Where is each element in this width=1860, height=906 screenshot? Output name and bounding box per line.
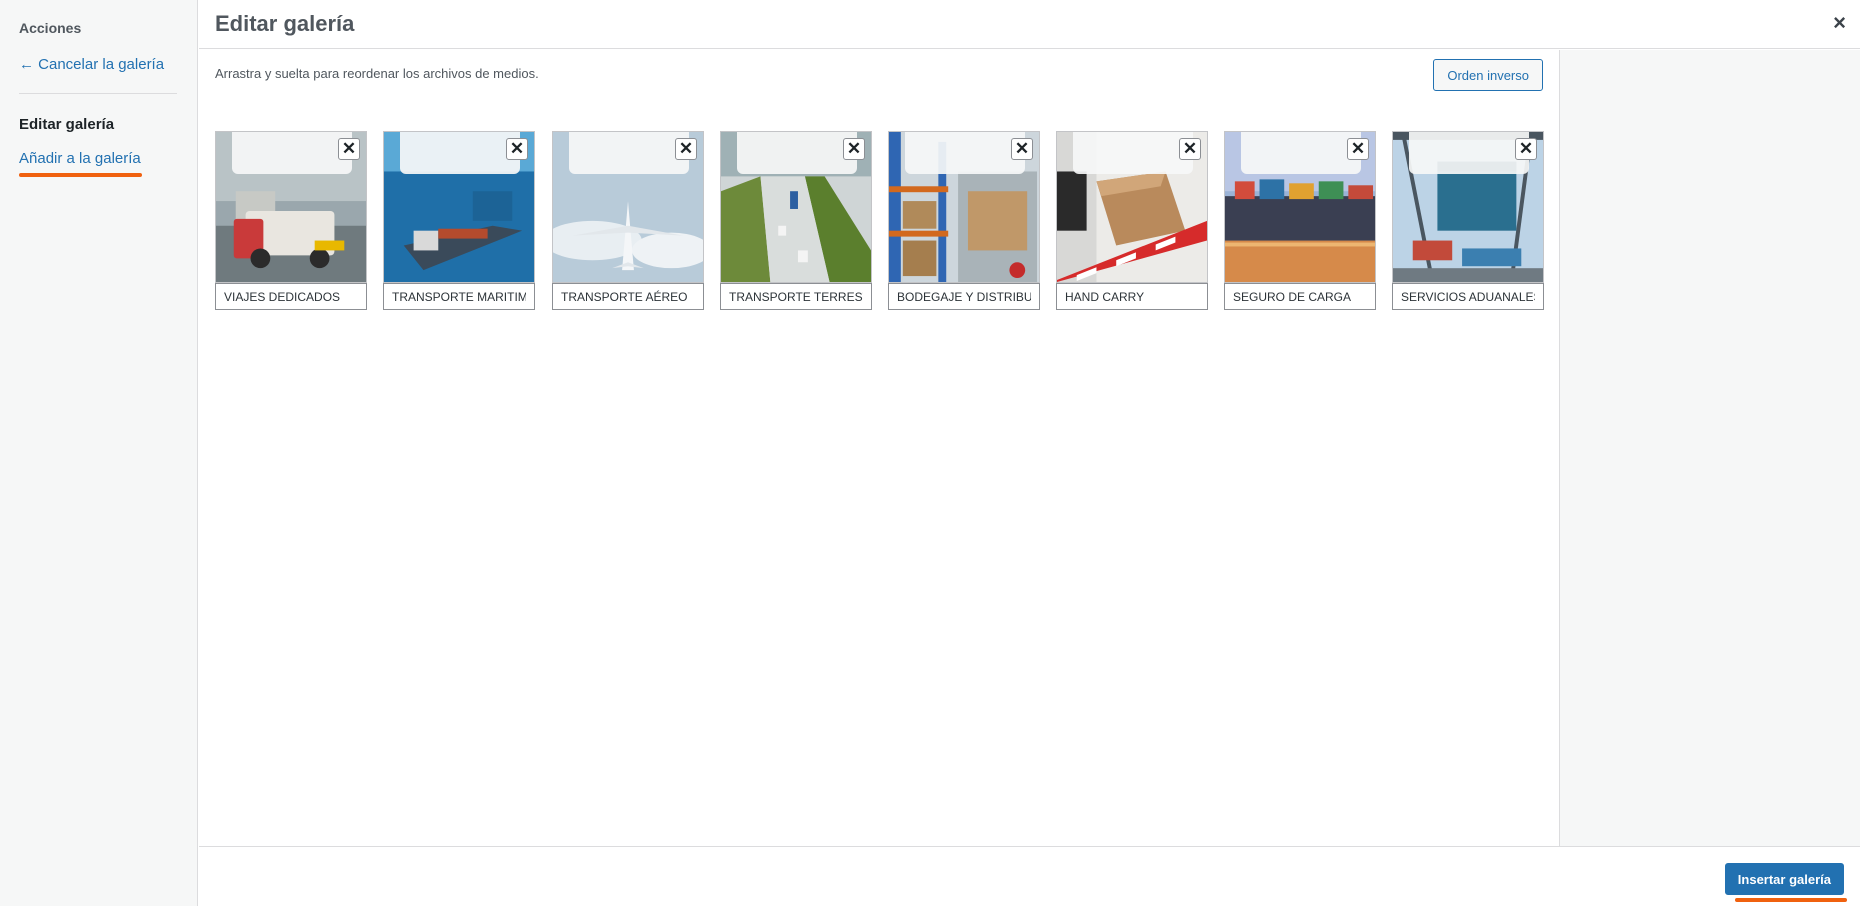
remove-icon[interactable]: ✕ xyxy=(675,138,697,160)
caption-input[interactable] xyxy=(1392,283,1544,310)
attachment-sidebar xyxy=(1559,50,1860,846)
menu-heading: Acciones xyxy=(19,20,82,36)
add-to-gallery-link[interactable]: Añadir a la galería xyxy=(19,150,141,167)
caption-input[interactable] xyxy=(720,283,872,310)
thumbnail-image[interactable]: ✕ xyxy=(1224,131,1376,283)
gallery-item[interactable]: ✕ xyxy=(1392,131,1544,311)
thumbnail-overlay xyxy=(737,132,857,174)
thumbnail-overlay xyxy=(400,132,520,174)
thumbnail-image[interactable]: ✕ xyxy=(215,131,367,283)
media-menu: Acciones ← Cancelar la galería Editar ga… xyxy=(0,0,198,906)
gallery-content: Arrastra y suelta para reordenar los arc… xyxy=(199,50,1559,846)
thumbnail-overlay xyxy=(1241,132,1361,174)
menu-item-edit-gallery[interactable]: Editar galería xyxy=(19,116,115,133)
cancel-gallery-link[interactable]: ← Cancelar la galería xyxy=(19,56,165,73)
caption-input[interactable] xyxy=(1224,283,1376,310)
insert-gallery-button[interactable]: Insertar galería xyxy=(1724,863,1844,895)
remove-icon[interactable]: ✕ xyxy=(1179,138,1201,160)
remove-icon[interactable]: ✕ xyxy=(1011,138,1033,160)
thumbnail-image[interactable]: ✕ xyxy=(552,131,704,283)
thumbnail-image[interactable]: ✕ xyxy=(720,131,872,283)
highlight-underline xyxy=(19,173,142,177)
menu-separator xyxy=(19,93,177,94)
reverse-order-button[interactable]: Orden inverso xyxy=(1433,59,1543,91)
gallery-item[interactable]: ✕ xyxy=(215,131,367,311)
gallery-item[interactable]: ✕ xyxy=(1056,131,1208,311)
remove-icon[interactable]: ✕ xyxy=(843,138,865,160)
thumbnail-image[interactable]: ✕ xyxy=(383,131,535,283)
caption-input[interactable] xyxy=(1056,283,1208,310)
thumbnail-image[interactable]: ✕ xyxy=(1056,131,1208,283)
thumbnail-overlay xyxy=(1073,132,1193,174)
thumbnail-image[interactable]: ✕ xyxy=(1392,131,1544,283)
caption-input[interactable] xyxy=(383,283,535,310)
gallery-item[interactable]: ✕ xyxy=(888,131,1040,311)
remove-icon[interactable]: ✕ xyxy=(506,138,528,160)
thumbnail-image[interactable]: ✕ xyxy=(888,131,1040,283)
page-title: Editar galería xyxy=(215,11,355,36)
media-toolbar: Insertar galería xyxy=(199,846,1860,906)
remove-icon[interactable]: ✕ xyxy=(1347,138,1369,160)
gallery-item[interactable]: ✕ xyxy=(383,131,535,311)
thumbnail-overlay xyxy=(569,132,689,174)
highlight-underline xyxy=(1735,898,1847,902)
caption-input[interactable] xyxy=(215,283,367,310)
gallery-item[interactable]: ✕ xyxy=(720,131,872,311)
gallery-item[interactable]: ✕ xyxy=(552,131,704,311)
thumbnail-overlay xyxy=(1409,132,1529,174)
remove-icon[interactable]: ✕ xyxy=(1515,138,1537,160)
thumbnail-overlay xyxy=(232,132,352,174)
thumbnail-overlay xyxy=(905,132,1025,174)
title-bar: Editar galería × xyxy=(199,0,1860,49)
instructions-text: Arrastra y suelta para reordenar los arc… xyxy=(215,66,539,81)
caption-input[interactable] xyxy=(552,283,704,310)
close-icon[interactable]: × xyxy=(1833,10,1846,35)
gallery-item[interactable]: ✕ xyxy=(1224,131,1376,311)
remove-icon[interactable]: ✕ xyxy=(338,138,360,160)
caption-input[interactable] xyxy=(888,283,1040,310)
